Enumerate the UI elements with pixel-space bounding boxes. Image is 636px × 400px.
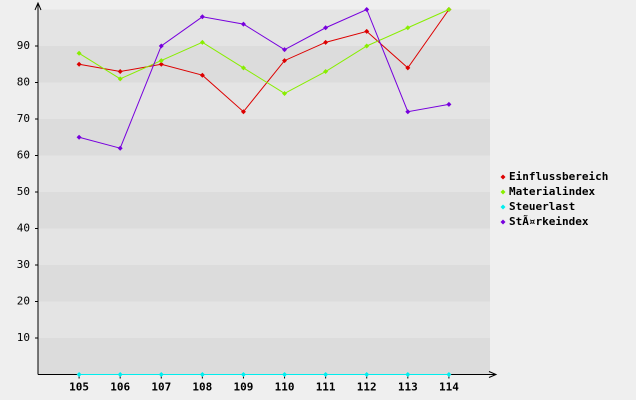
series-line bbox=[78, 8, 449, 149]
x-tick-label: 106 bbox=[110, 381, 130, 394]
data-point bbox=[282, 58, 288, 64]
plot-band bbox=[38, 155, 490, 192]
data-point bbox=[364, 28, 370, 34]
data-point bbox=[76, 372, 82, 377]
y-tick-label: 70 bbox=[17, 112, 30, 125]
data-point bbox=[158, 58, 164, 64]
data-point bbox=[405, 65, 411, 71]
y-tick-label: 80 bbox=[17, 76, 30, 89]
data-point bbox=[282, 372, 288, 377]
data-point bbox=[446, 372, 452, 377]
data-point bbox=[323, 39, 329, 45]
y-axis-arrow bbox=[34, 1, 42, 11]
data-point bbox=[117, 145, 123, 151]
y-tick-label: 10 bbox=[17, 331, 30, 344]
legend-label: Materialindex bbox=[509, 185, 595, 198]
data-point bbox=[199, 372, 205, 377]
y-tick-label: 30 bbox=[17, 258, 30, 271]
x-tick-label: 114 bbox=[439, 381, 459, 394]
x-tick-label: 105 bbox=[69, 381, 89, 394]
legend-label: StÃ¤rkeindex bbox=[509, 215, 589, 228]
data-point bbox=[282, 90, 288, 96]
x-tick-label: 109 bbox=[234, 381, 254, 394]
data-point bbox=[199, 39, 205, 45]
y-tick-label: 90 bbox=[17, 39, 30, 52]
data-point bbox=[199, 14, 205, 20]
series-line bbox=[79, 9, 450, 113]
y-tick-label: 60 bbox=[17, 149, 30, 162]
x-tick-label: 113 bbox=[398, 381, 418, 394]
data-point bbox=[158, 43, 164, 49]
data-point bbox=[117, 76, 123, 82]
data-point bbox=[405, 109, 411, 115]
data-point bbox=[240, 21, 246, 27]
legend-marker bbox=[500, 174, 506, 180]
data-point bbox=[364, 43, 370, 49]
x-axis-arrow bbox=[488, 371, 498, 378]
legend-label: Einflussbereich bbox=[509, 170, 608, 183]
data-point bbox=[446, 7, 452, 12]
y-tick-label: 40 bbox=[17, 222, 30, 235]
y-tick-label: 20 bbox=[17, 295, 30, 308]
data-point bbox=[323, 69, 329, 75]
data-point bbox=[323, 372, 329, 377]
x-tick-label: 108 bbox=[192, 381, 212, 394]
plot-band bbox=[38, 9, 490, 46]
plot-band bbox=[38, 338, 490, 375]
data-point bbox=[364, 7, 370, 12]
x-tick-label: 107 bbox=[151, 381, 171, 394]
plot-band bbox=[38, 46, 490, 83]
plot-band bbox=[38, 228, 490, 265]
data-point bbox=[76, 61, 82, 67]
legend-label: Steuerlast bbox=[509, 200, 575, 213]
plot-band bbox=[38, 192, 490, 229]
data-point bbox=[76, 134, 82, 140]
data-point bbox=[405, 25, 411, 31]
data-point bbox=[405, 372, 411, 377]
plot-band bbox=[38, 82, 490, 119]
data-point bbox=[240, 109, 246, 115]
data-point bbox=[240, 65, 246, 71]
legend-marker bbox=[500, 189, 506, 195]
data-point bbox=[364, 372, 370, 377]
plot-band bbox=[38, 119, 490, 156]
series-line bbox=[78, 9, 450, 95]
x-tick-label: 110 bbox=[275, 381, 295, 394]
legend-marker bbox=[500, 219, 506, 225]
data-point bbox=[323, 25, 329, 31]
data-point bbox=[117, 372, 123, 377]
y-tick-label: 50 bbox=[17, 185, 30, 198]
data-point bbox=[158, 61, 164, 67]
plot-band bbox=[38, 265, 490, 302]
data-point bbox=[117, 69, 123, 75]
data-point bbox=[240, 372, 246, 377]
data-point bbox=[282, 47, 288, 53]
data-point bbox=[199, 72, 205, 78]
x-tick-label: 112 bbox=[357, 381, 377, 394]
plot-band bbox=[38, 301, 490, 338]
x-tick-label: 111 bbox=[316, 381, 336, 394]
data-point bbox=[76, 50, 82, 56]
data-point bbox=[158, 372, 164, 377]
data-point bbox=[446, 101, 452, 107]
legend-marker bbox=[500, 204, 506, 210]
